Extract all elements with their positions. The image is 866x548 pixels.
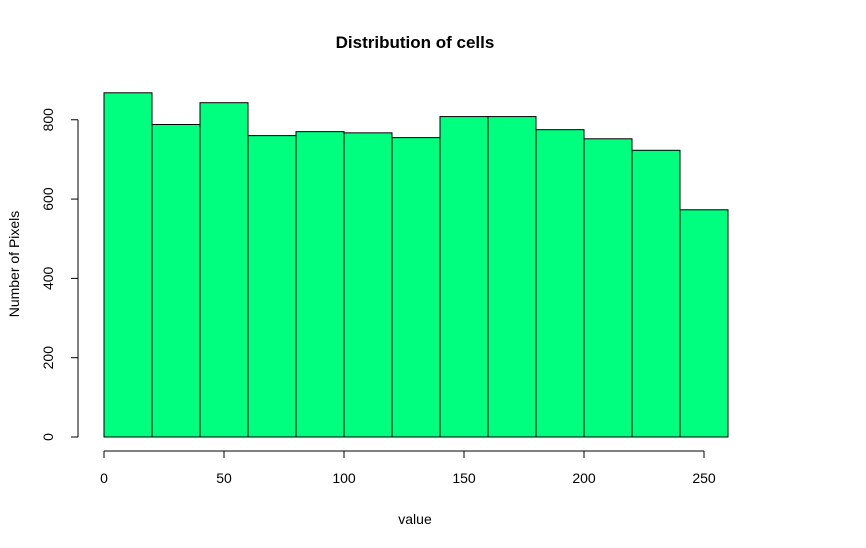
bar-140-160	[439, 116, 489, 438]
bar-60-80	[247, 135, 297, 438]
bar-220-240	[631, 149, 681, 438]
y-axis-title: Number of Pixels	[6, 211, 22, 318]
bar-80-100	[295, 131, 345, 438]
bar-100-120	[343, 132, 393, 438]
y-tick-label-600: 600	[40, 187, 56, 211]
x-tick-label-150: 150	[452, 470, 476, 486]
x-tick-label-100: 100	[332, 470, 356, 486]
y-tick-label-400: 400	[40, 266, 56, 290]
bar-20-40	[151, 124, 201, 438]
y-axis: 0 200 400 600 800	[40, 108, 79, 441]
y-tick-label-200: 200	[40, 346, 56, 370]
bar-120-140	[391, 137, 441, 438]
x-tick-label-0: 0	[100, 470, 108, 486]
bar-180-200	[535, 129, 585, 438]
y-tick-label-0: 0	[40, 433, 56, 441]
x-axis: 0 50 100 150 200 250	[100, 450, 716, 486]
x-tick-label-250: 250	[692, 470, 716, 486]
chart-title: Distribution of cells	[336, 33, 495, 52]
x-tick-label-200: 200	[572, 470, 596, 486]
bar-240-260	[679, 209, 729, 438]
bar-200-220	[583, 138, 633, 438]
x-tick-label-50: 50	[216, 470, 232, 486]
y-tick-label-800: 800	[40, 108, 56, 132]
x-axis-title: value	[398, 511, 432, 527]
bar-160-180	[487, 116, 537, 438]
bar-0-20	[103, 92, 153, 438]
bar-40-60	[199, 102, 249, 438]
bars-group	[103, 92, 729, 438]
